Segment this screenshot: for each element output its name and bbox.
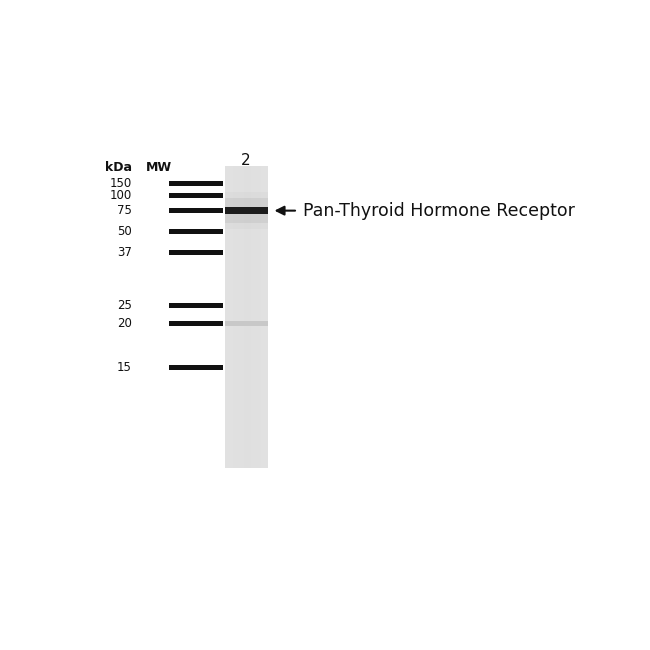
Bar: [170, 208, 224, 213]
Bar: [244, 166, 246, 469]
Text: Pan-Thyroid Hormone Receptor: Pan-Thyroid Hormone Receptor: [303, 202, 575, 220]
Bar: [170, 365, 224, 370]
Text: MW: MW: [146, 161, 172, 174]
Bar: [261, 166, 263, 469]
Bar: [242, 166, 244, 469]
Bar: [240, 166, 242, 469]
Text: 20: 20: [117, 317, 131, 330]
Text: 50: 50: [117, 225, 131, 238]
Bar: [170, 229, 224, 234]
Bar: [235, 166, 238, 469]
Bar: [225, 207, 268, 214]
Bar: [257, 166, 259, 469]
Text: kDa: kDa: [105, 161, 131, 174]
Bar: [170, 250, 224, 255]
Bar: [225, 166, 227, 469]
Bar: [231, 166, 233, 469]
Bar: [263, 166, 265, 469]
Text: 2: 2: [241, 153, 251, 168]
Bar: [170, 181, 224, 186]
Bar: [227, 166, 229, 469]
Text: 25: 25: [117, 299, 131, 312]
Bar: [233, 166, 235, 469]
Bar: [225, 198, 268, 223]
Text: 75: 75: [117, 204, 131, 217]
Bar: [255, 166, 257, 469]
Bar: [248, 166, 250, 469]
Text: 15: 15: [117, 361, 131, 374]
Bar: [170, 303, 224, 308]
Bar: [253, 166, 255, 469]
Text: 37: 37: [117, 246, 131, 259]
Bar: [250, 166, 253, 469]
Bar: [238, 166, 240, 469]
Bar: [265, 166, 268, 469]
Bar: [259, 166, 261, 469]
Bar: [225, 166, 268, 469]
Bar: [170, 193, 224, 198]
Bar: [170, 320, 224, 326]
Text: 150: 150: [109, 177, 131, 190]
Text: 100: 100: [109, 189, 131, 202]
Bar: [225, 320, 268, 326]
Bar: [246, 166, 248, 469]
Bar: [229, 166, 231, 469]
Bar: [225, 192, 268, 229]
